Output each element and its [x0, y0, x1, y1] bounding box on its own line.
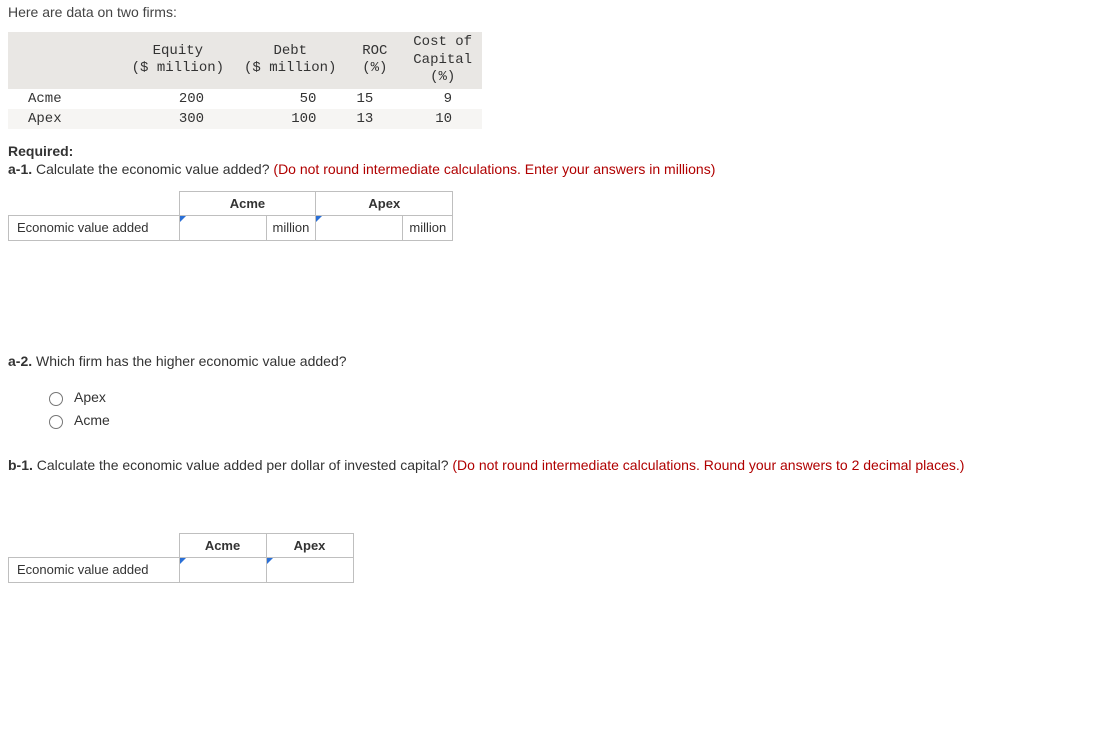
eva-per-dollar-table: Acme Apex Economic value added	[8, 533, 354, 583]
apex-debt: 100	[234, 109, 346, 129]
firms-data-table: Equity ($ million) Debt ($ million) ROC …	[8, 32, 482, 129]
eva-col-acme: Acme	[179, 191, 316, 215]
eva-row-label: Economic value added	[9, 215, 180, 240]
radio-apex[interactable]	[49, 392, 63, 406]
eva2-row-label: Economic value added	[9, 557, 180, 582]
intro-text: Here are data on two firms:	[8, 4, 1098, 20]
col-debt-l2: ($ million)	[244, 60, 336, 76]
unit-million: million	[266, 216, 316, 240]
a2-prefix: a-2.	[8, 353, 32, 369]
col-roc-l1: ROC	[362, 43, 387, 59]
a1-instruction: (Do not round intermediate calculations.…	[273, 161, 715, 177]
eva-acme-input[interactable]	[186, 216, 266, 240]
radio-acme-label: Acme	[74, 412, 110, 428]
col-equity-l1: Equity	[153, 43, 203, 59]
col-roc-l2: (%)	[362, 60, 387, 76]
row-apex-label: Apex	[8, 109, 122, 129]
eva2-acme-input[interactable]	[186, 558, 266, 582]
eva2-col-acme: Acme	[179, 533, 266, 557]
row-acme-label: Acme	[8, 89, 122, 109]
acme-equity: 200	[122, 89, 234, 109]
eva-col-apex: Apex	[316, 191, 453, 215]
b1-text: Calculate the economic value added per d…	[37, 457, 449, 473]
acme-roc: 15	[346, 89, 403, 109]
table-row: Acme 200 50 15 9	[8, 89, 482, 109]
eva2-apex-input[interactable]	[273, 558, 353, 582]
b1-instruction: (Do not round intermediate calculations.…	[452, 457, 964, 473]
b1-prefix: b-1.	[8, 457, 33, 473]
col-debt-l1: Debt	[273, 43, 307, 59]
a2-text: Which firm has the higher economic value…	[36, 353, 347, 369]
required-label: Required:	[8, 143, 1098, 159]
a1-text: Calculate the economic value added?	[36, 161, 270, 177]
col-coc-l3: (%)	[430, 69, 455, 85]
col-coc-l2: Capital	[413, 52, 472, 68]
col-coc-l1: Cost of	[413, 34, 472, 50]
radio-apex-label: Apex	[74, 389, 106, 405]
eva-apex-input[interactable]	[322, 216, 402, 240]
table-row: Apex 300 100 13 10	[8, 109, 482, 129]
col-equity-l2: ($ million)	[132, 60, 224, 76]
a1-prefix: a-1.	[8, 161, 32, 177]
eva2-col-apex: Apex	[266, 533, 353, 557]
unit-million: million	[402, 216, 452, 240]
apex-equity: 300	[122, 109, 234, 129]
acme-coc: 9	[403, 89, 482, 109]
acme-debt: 50	[234, 89, 346, 109]
radio-acme[interactable]	[49, 415, 63, 429]
apex-coc: 10	[403, 109, 482, 129]
eva-answer-table: Acme Apex Economic value added million m…	[8, 191, 453, 241]
apex-roc: 13	[346, 109, 403, 129]
